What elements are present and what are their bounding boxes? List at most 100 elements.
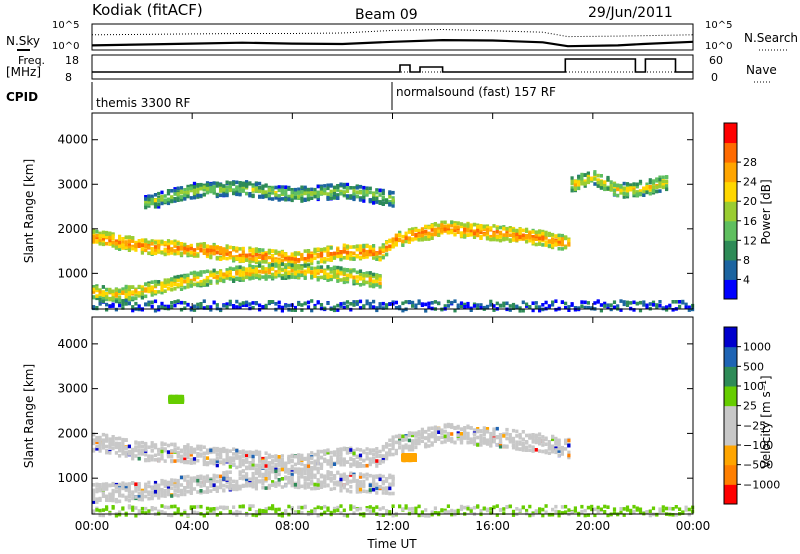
data-cell — [261, 260, 265, 264]
data-cell — [518, 306, 522, 310]
data-cell — [232, 247, 236, 252]
data-cell — [232, 462, 236, 467]
data-cell — [316, 277, 320, 282]
data-cell — [297, 187, 301, 192]
data-cell — [105, 494, 109, 499]
data-cell — [411, 237, 415, 242]
data-cell — [290, 260, 294, 265]
data-cell — [306, 197, 311, 201]
data-cell — [287, 262, 291, 267]
data-cell — [189, 457, 193, 462]
data-cell — [92, 441, 96, 446]
data-cell — [466, 301, 470, 306]
data-cell — [280, 305, 284, 310]
data-cell — [183, 451, 187, 455]
data-cell — [251, 193, 255, 198]
data-cell — [153, 248, 158, 252]
data-cell — [209, 182, 213, 186]
data-cell — [274, 302, 278, 306]
data-cell — [459, 222, 464, 226]
data-cell — [101, 446, 105, 450]
data-cell — [443, 227, 447, 232]
data-cell — [108, 235, 112, 240]
data-cell — [420, 236, 424, 240]
data-cell — [424, 224, 428, 229]
data-cell — [241, 258, 245, 263]
data-cell — [114, 243, 118, 248]
data-cell — [186, 184, 190, 189]
data-cell — [414, 305, 418, 310]
data-cell — [505, 237, 509, 241]
data-cell — [342, 301, 346, 306]
data-cell — [192, 510, 197, 515]
data-cell — [205, 451, 210, 455]
data-cell — [463, 304, 467, 309]
data-cell — [362, 199, 366, 203]
data-cell — [381, 306, 385, 310]
data-cell — [186, 474, 190, 479]
data-cell — [199, 504, 203, 509]
data-cell — [118, 482, 122, 487]
data-cell — [316, 194, 320, 199]
data-cell — [196, 478, 200, 483]
data-cell — [228, 486, 232, 491]
data-cell — [544, 230, 548, 235]
data-cell — [564, 301, 568, 306]
data-cell — [254, 301, 258, 305]
data-cell — [681, 300, 685, 305]
data-cell — [95, 444, 99, 449]
data-cell — [189, 461, 193, 465]
data-cell — [153, 193, 158, 197]
data-cell — [277, 304, 281, 309]
data-cell — [245, 275, 249, 280]
data-cell — [508, 304, 512, 308]
data-cell — [215, 192, 219, 197]
data-cell — [658, 304, 662, 308]
data-cell — [144, 201, 148, 205]
data-cell — [248, 276, 252, 281]
data-cell — [284, 274, 288, 279]
data-cell — [372, 272, 376, 277]
data-cell — [137, 304, 141, 308]
data-cell — [498, 304, 503, 308]
data-cell — [300, 273, 304, 278]
data-cell — [258, 274, 262, 278]
data-cell — [525, 239, 529, 244]
data-cell — [336, 279, 340, 283]
data-cell — [313, 191, 317, 196]
data-cell — [127, 301, 131, 305]
data-cell — [342, 256, 346, 260]
data-cell — [450, 220, 454, 225]
data-cell — [225, 252, 229, 256]
data-cell — [362, 195, 366, 200]
data-cell — [306, 193, 311, 198]
data-cell — [280, 197, 284, 201]
data-cell — [596, 180, 600, 185]
data-cell — [160, 239, 164, 244]
data-cell — [121, 237, 125, 241]
data-cell — [385, 306, 389, 310]
data-cell — [92, 491, 96, 496]
data-cell — [118, 446, 122, 451]
data-cell — [570, 176, 574, 180]
data-cell — [326, 275, 330, 279]
data-cell — [111, 438, 115, 443]
data-cell — [183, 250, 187, 254]
data-cell — [124, 487, 128, 491]
data-cell — [336, 193, 340, 197]
data-cell — [336, 184, 340, 188]
data-cell — [329, 196, 333, 200]
data-cell — [277, 198, 281, 202]
data-cell — [121, 485, 125, 489]
data-cell — [365, 193, 369, 197]
data-cell — [241, 301, 245, 305]
data-cell — [518, 227, 522, 232]
data-cell — [196, 306, 200, 310]
data-cell — [378, 285, 382, 289]
data-cell — [157, 282, 161, 286]
data-cell — [665, 179, 669, 184]
data-cell — [166, 191, 171, 196]
data-cell — [238, 183, 242, 188]
data-cell — [280, 262, 284, 266]
data-cell — [228, 460, 232, 464]
